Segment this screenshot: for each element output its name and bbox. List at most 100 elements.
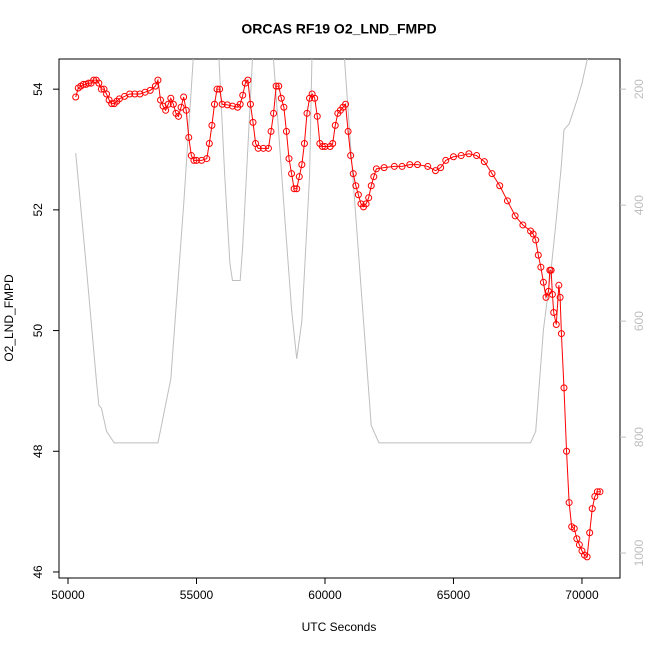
data-point: [370, 173, 378, 181]
data-point: [354, 191, 362, 199]
data-point: [380, 164, 388, 172]
data-point: [534, 251, 542, 259]
data-point: [442, 156, 450, 164]
data-point: [342, 100, 350, 108]
data-point: [79, 80, 87, 88]
data-point: [542, 293, 550, 301]
data-point: [95, 79, 103, 87]
data-point: [503, 197, 511, 205]
data-point: [174, 112, 182, 120]
data-point: [72, 93, 80, 101]
data-point: [182, 106, 190, 114]
data-point: [344, 127, 352, 135]
data-point: [556, 293, 564, 301]
x-tick-label: 50000: [51, 588, 85, 602]
data-point: [300, 139, 308, 147]
data-point: [236, 100, 244, 108]
data-point: [548, 290, 556, 298]
y-tick-label: 46: [31, 565, 45, 579]
data-point: [164, 100, 172, 108]
x-tick-label: 65000: [437, 588, 471, 602]
data-point: [575, 541, 583, 549]
data-point: [398, 162, 406, 170]
data-point: [539, 278, 547, 286]
data-point: [277, 94, 285, 102]
x-tick-label: 55000: [180, 588, 214, 602]
data-point: [349, 170, 357, 178]
x-axis-label: UTC Seconds: [302, 620, 377, 634]
y2-tick-label: 1000: [632, 539, 646, 566]
data-point: [97, 85, 105, 93]
data-point: [223, 101, 231, 109]
data-point: [239, 91, 247, 99]
data-point: [85, 79, 93, 87]
plot-area: [72, 59, 604, 561]
data-point: [216, 85, 224, 93]
data-point: [473, 152, 481, 160]
data-point: [282, 127, 290, 135]
data-point: [593, 488, 601, 496]
data-point: [511, 212, 519, 220]
data-point: [154, 76, 162, 84]
data-point: [228, 102, 236, 110]
data-point: [449, 153, 457, 161]
data-point: [547, 266, 555, 274]
y2-tick-label: 400: [632, 195, 646, 215]
data-point: [280, 103, 288, 111]
data-point: [185, 133, 193, 141]
data-point: [367, 182, 375, 190]
data-point: [203, 155, 211, 163]
data-point: [550, 308, 558, 316]
data-point: [413, 161, 421, 169]
data-point: [311, 94, 319, 102]
data-point: [347, 152, 355, 160]
y2-tick-label: 200: [632, 79, 646, 99]
data-point: [573, 535, 581, 543]
data-point: [331, 121, 339, 129]
series-line: [75, 59, 589, 444]
data-point: [596, 488, 604, 496]
data-point: [169, 100, 177, 108]
data-point: [290, 185, 298, 193]
data-point: [288, 170, 296, 178]
data-point: [167, 94, 175, 102]
data-point: [555, 281, 563, 289]
data-point: [488, 170, 496, 178]
data-point: [208, 121, 216, 129]
x-tick-label: 70000: [565, 588, 599, 602]
data-point: [557, 330, 565, 338]
data-point: [321, 143, 329, 151]
data-point: [103, 90, 111, 98]
data-point: [90, 76, 98, 84]
data-point: [131, 90, 139, 98]
chart-title: ORCAS RF19 O2_LND_FMPD: [241, 21, 436, 37]
data-point: [352, 182, 360, 190]
data-point: [496, 182, 504, 190]
data-point: [259, 144, 267, 152]
data-point: [362, 200, 370, 208]
data-point: [431, 167, 439, 175]
data-point: [244, 76, 252, 84]
data-point: [126, 90, 134, 98]
data-point: [264, 144, 272, 152]
data-point: [218, 100, 226, 108]
data-point: [146, 86, 154, 94]
data-point: [285, 155, 293, 163]
y-tick-label: 54: [31, 82, 45, 96]
data-point: [437, 164, 445, 172]
plot-box: [58, 58, 621, 579]
data-point: [318, 143, 326, 151]
data-point: [298, 161, 306, 169]
data-point: [424, 162, 432, 170]
data-point: [293, 185, 301, 193]
data-point: [457, 152, 465, 160]
data-point: [583, 553, 591, 561]
data-point: [565, 499, 573, 507]
data-point: [532, 236, 540, 244]
data-point: [272, 82, 280, 90]
data-point: [529, 230, 537, 238]
data-point: [560, 384, 568, 392]
x-tick-label: 60000: [308, 588, 342, 602]
series-line: [75, 78, 600, 558]
